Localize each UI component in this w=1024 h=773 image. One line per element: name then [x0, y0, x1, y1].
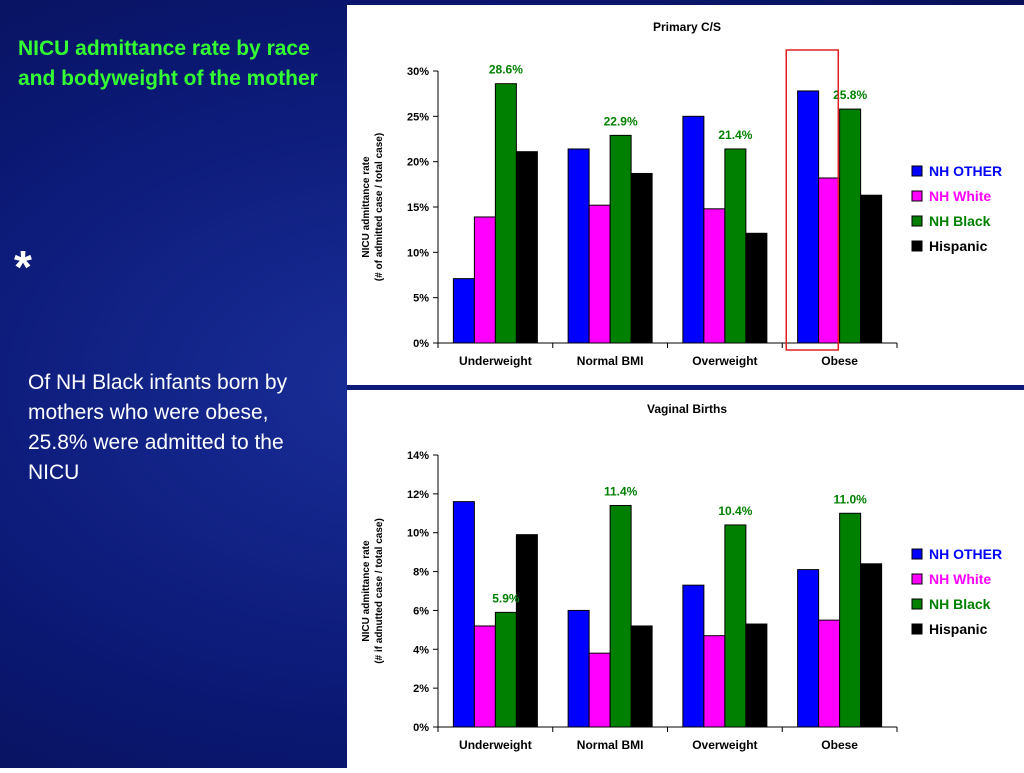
y-axis-label: NICU admittance rate (# of admitted case … [361, 133, 385, 281]
bar-nh-black-normal-bmi [609, 505, 632, 728]
y-axis-label-line: NICU admittance rate [361, 540, 372, 642]
x-tick-label-overweight: Overweight [692, 354, 757, 368]
y-tick-label: 14% [407, 450, 429, 462]
legend-swatch-nh-white [911, 190, 923, 202]
y-tick-label: 4% [413, 644, 429, 656]
legend-swatch-nh-black [911, 598, 923, 610]
chart-primary-cs: Primary C/S NICU admittance rate (# of adm… [361, 20, 1002, 368]
bar-nh-white-underweight [473, 625, 496, 728]
chart-panel-vaginal-births: Vaginal Births NICU admittance rate (# if … [347, 390, 1024, 768]
legend-label-hispanic: Hispanic [929, 621, 988, 637]
y-tick-label: 0% [413, 338, 429, 350]
y-tick-label: 8% [413, 567, 429, 579]
bar-nh-black-underweight [494, 611, 517, 728]
y-tick-label: 0% [413, 722, 429, 734]
bar-nh-white-normal-bmi [588, 204, 611, 344]
bar-nh-white-underweight [473, 216, 496, 344]
y-tick-label: 20% [407, 157, 429, 169]
y-axis-label-line: NICU admittance rate [361, 156, 372, 258]
y-axis-label: NICU admittance rate (# if adnutted case … [361, 518, 385, 664]
bar-nh-black-normal-bmi [609, 134, 632, 344]
highlight-box-obese [785, 49, 839, 351]
legend-label-nh-other: NH OTHER [929, 163, 1002, 179]
bar-hispanic-obese [860, 563, 883, 728]
bar-nh-other-normal-bmi [567, 148, 590, 344]
bar-nh-black-obese [839, 512, 862, 728]
y-tick-label: 10% [407, 528, 429, 540]
legend-swatch-nh-black [911, 215, 923, 227]
bar-nh-white-normal-bmi [588, 652, 611, 728]
bar-hispanic-underweight [515, 534, 538, 728]
bar-nh-black-obese [839, 108, 862, 344]
legend-label-nh-black: NH Black [929, 213, 991, 229]
x-tick-label-normal-bmi: Normal BMI [577, 738, 644, 752]
chart-divider [347, 385, 1024, 390]
bar-hispanic-normal-bmi [630, 172, 653, 344]
legend-label-hispanic: Hispanic [929, 238, 988, 254]
x-tick-label-underweight: Underweight [459, 738, 532, 752]
y-tick-label: 15% [407, 202, 429, 214]
bar-nh-white-obese [818, 177, 841, 344]
bar-nh-other-underweight [452, 278, 475, 344]
y-tick-label: 2% [413, 683, 429, 695]
chart-panel-primary-cs: Primary C/S NICU admittance rate (# of adm… [347, 5, 1024, 385]
bar-nh-black-overweight [724, 524, 747, 728]
y-axis-label-line: (# of admitted case / total case) [374, 133, 385, 281]
y-tick-label: 25% [407, 111, 429, 123]
bar-nh-other-obese [797, 569, 820, 728]
data-label-underweight: 28.6% [489, 63, 523, 77]
bar-nh-other-obese [797, 90, 820, 344]
legend-swatch-hispanic [911, 240, 923, 252]
bar-nh-other-normal-bmi [567, 609, 590, 728]
bar-hispanic-overweight [745, 623, 768, 728]
bar-hispanic-underweight [515, 151, 538, 344]
legend-swatch-hispanic [911, 623, 923, 635]
bar-nh-other-underweight [452, 501, 475, 728]
x-tick-label-obese: Obese [821, 354, 858, 368]
legend-label-nh-other: NH OTHER [929, 546, 1002, 562]
bar-nh-black-overweight [724, 148, 747, 344]
bar-nh-other-overweight [682, 584, 705, 728]
x-tick-label-underweight: Underweight [459, 354, 532, 368]
data-label-overweight: 10.4% [718, 504, 752, 518]
bar-hispanic-overweight [745, 232, 768, 344]
y-tick-label: 12% [407, 489, 429, 501]
bar-nh-other-overweight [682, 115, 705, 344]
y-tick-label: 6% [413, 605, 429, 617]
slide-body-text: Of NH Black infants born by mothers who … [28, 371, 288, 484]
data-label-obese: 25.8% [833, 88, 867, 102]
asterisk-marker: * [14, 241, 32, 293]
data-label-normal-bmi: 11.4% [604, 485, 638, 499]
y-tick-label: 30% [407, 66, 429, 78]
data-label-underweight: 5.9% [492, 591, 520, 605]
legend-swatch-nh-other [911, 548, 923, 560]
bar-hispanic-normal-bmi [630, 625, 653, 728]
legend-label-nh-white: NH White [929, 188, 991, 204]
y-tick-label: 10% [407, 247, 429, 259]
bar-nh-white-obese [818, 619, 841, 728]
slide-title: NICU admittance rate by race and bodywei… [18, 37, 318, 90]
legend-label-nh-white: NH White [929, 571, 991, 587]
chart-title: Primary C/S [653, 20, 721, 34]
chart-vaginal-births: Vaginal Births NICU admittance rate (# if … [361, 402, 1002, 752]
y-tick-label: 5% [413, 293, 429, 305]
bar-hispanic-obese [860, 194, 883, 344]
y-axis-label-line: (# if adnutted case / total case) [374, 518, 385, 664]
bar-nh-white-overweight [703, 635, 726, 728]
bar-nh-black-underweight [494, 83, 517, 344]
legend-label-nh-black: NH Black [929, 596, 991, 612]
x-tick-label-obese: Obese [821, 738, 858, 752]
x-tick-label-overweight: Overweight [692, 738, 757, 752]
legend-swatch-nh-white [911, 573, 923, 585]
x-tick-label-normal-bmi: Normal BMI [577, 354, 644, 368]
chart-title: Vaginal Births [647, 402, 727, 416]
data-label-normal-bmi: 22.9% [604, 114, 638, 128]
legend-swatch-nh-other [911, 165, 923, 177]
data-label-obese: 11.0% [833, 492, 867, 506]
bar-nh-white-overweight [703, 208, 726, 344]
data-label-overweight: 21.4% [718, 128, 752, 142]
